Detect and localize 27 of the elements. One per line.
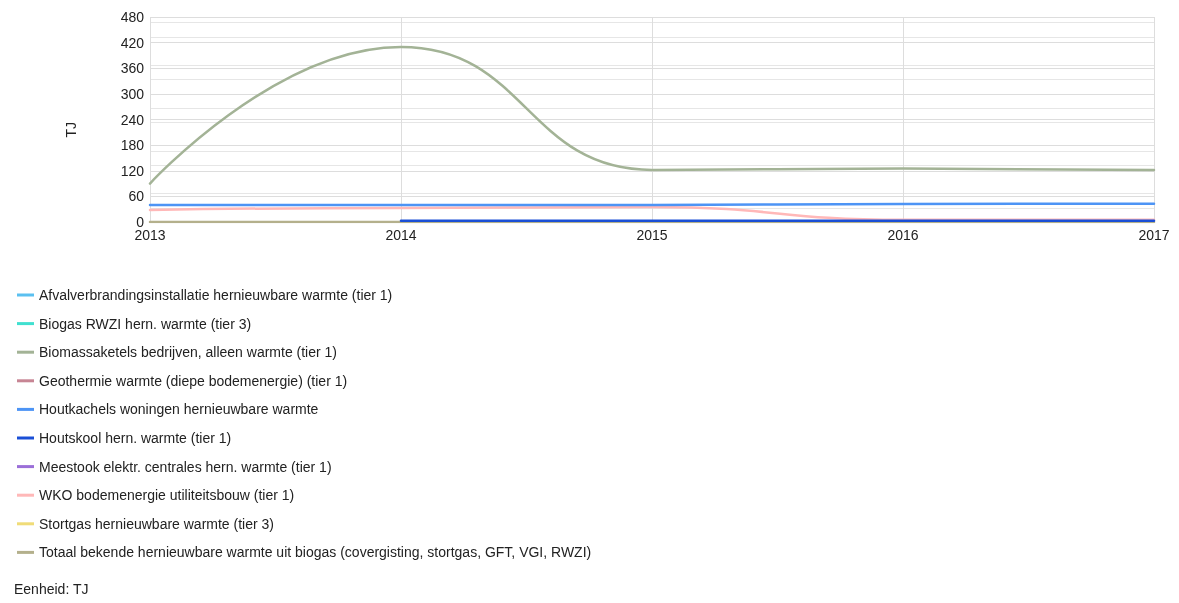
legend-label: Afvalverbrandingsinstallatie hernieuwbare warmte (tier 1): [39, 287, 393, 303]
legend-label: Biomassaketels bedrijven, alleen warmte (tier 1): [39, 344, 338, 361]
legend-label: Stortgas hernieuwbare warmte (tier 3): [39, 515, 274, 532]
y-axis-title: TJ: [63, 121, 79, 138]
y-tick-label: 300: [120, 85, 145, 102]
text: Eenheid: TJ: [14, 581, 89, 597]
y-tick-label: 120: [120, 162, 145, 179]
x-tick-label: 2017: [1138, 227, 1170, 243]
x-tick-label: 2013: [134, 227, 166, 243]
legend-label: Houtkachels woningen hernieuwbare warmte: [39, 401, 319, 418]
y-tick-label: 360: [120, 60, 145, 77]
y-tick-label: 0: [136, 214, 145, 230]
legend-label: Totaal bekende hernieuwbare warmte uit biogas (covergisting, stortgas, GFT, VGI, RWZI): [39, 544, 592, 561]
y-tick-label: 420: [120, 34, 145, 51]
y-tick-label: 240: [120, 111, 145, 128]
line-series: [148, 45, 1156, 185]
legend-label: Biogas RWZI hern. warmte (tier 3): [39, 315, 252, 332]
y-tick-label: 480: [120, 9, 145, 25]
y-tick-label: 60: [128, 188, 145, 205]
y-tick-label: 180: [120, 137, 145, 154]
legend-label: Houtskool hern. warmte (tier 1): [39, 430, 232, 446]
legend-label: Geothermie warmte (diepe bodemenergie) (tier 1): [39, 372, 348, 389]
legend-label: Meestook elektr. centrales hern. warmte (tier 1): [39, 458, 332, 475]
x-tick-label: 2016: [887, 227, 919, 243]
legend-label: WKO bodemenergie utiliteitsbouw (tier 1): [39, 487, 295, 504]
x-tick-label: 2015: [636, 227, 668, 243]
x-tick-label: 2014: [385, 227, 417, 243]
